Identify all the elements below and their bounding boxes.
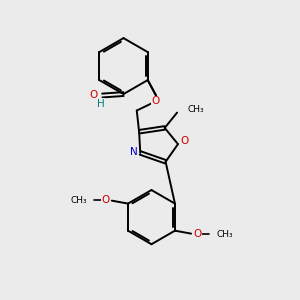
Text: CH₃: CH₃: [188, 105, 204, 114]
Text: H: H: [97, 99, 105, 109]
Text: N: N: [130, 147, 138, 158]
Text: O: O: [101, 195, 110, 205]
Text: O: O: [194, 229, 202, 239]
Text: O: O: [180, 136, 189, 146]
Text: O: O: [152, 96, 160, 106]
Text: CH₃: CH₃: [216, 230, 233, 239]
Text: O: O: [89, 90, 98, 100]
Text: CH₃: CH₃: [70, 196, 87, 205]
